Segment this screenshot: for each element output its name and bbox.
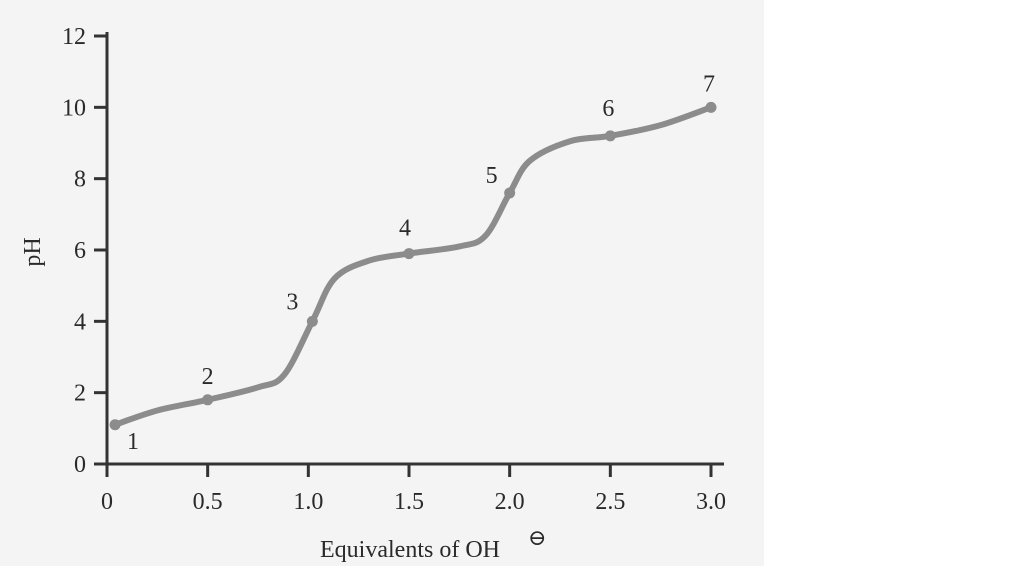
point-label: 2 xyxy=(202,364,214,390)
data-point xyxy=(403,248,415,260)
y-tick-label: 6 xyxy=(74,238,86,264)
x-tick-label: 1.5 xyxy=(394,489,424,515)
y-axis-ticks: 0 2 4 6 8 10 12 xyxy=(62,24,107,478)
data-point xyxy=(202,394,214,406)
scanned-page-background xyxy=(0,0,764,566)
x-tick-label: 2.0 xyxy=(495,489,525,515)
data-point xyxy=(705,101,717,113)
x-axis-title-text: Equivalents of OH xyxy=(320,537,500,563)
x-tick-label: 0.5 xyxy=(193,489,223,515)
y-tick-label: 10 xyxy=(62,95,86,121)
data-point xyxy=(504,187,516,199)
point-label: 1 xyxy=(127,429,139,455)
y-tick-label: 8 xyxy=(74,167,86,193)
y-tick-label: 2 xyxy=(74,381,86,407)
x-axis-ticks: 0 0.5 1.0 1.5 2.0 2.5 3.0 xyxy=(101,464,726,515)
y-tick-label: 0 xyxy=(74,452,86,478)
point-label: 4 xyxy=(399,216,411,242)
point-label: 7 xyxy=(703,71,715,97)
y-tick-label: 12 xyxy=(62,24,86,50)
data-point xyxy=(604,130,616,142)
point-label: 3 xyxy=(286,289,298,315)
x-tick-label: 0 xyxy=(101,489,113,515)
y-tick-label: 4 xyxy=(74,309,86,335)
x-axis-title: Equivalents of OH xyxy=(320,537,500,563)
data-point xyxy=(109,419,121,431)
x-tick-label: 1.0 xyxy=(293,489,323,515)
data-points: 1 2 3 4 5 6 7 xyxy=(109,71,717,455)
x-tick-label: 3.0 xyxy=(696,489,726,515)
point-label: 5 xyxy=(486,163,498,189)
hydroxide-charge-symbol: ⊖ xyxy=(528,525,546,550)
data-point xyxy=(306,315,318,327)
y-axis-title: pH xyxy=(20,237,46,266)
point-label: 6 xyxy=(602,96,614,122)
x-tick-label: 2.5 xyxy=(595,489,625,515)
